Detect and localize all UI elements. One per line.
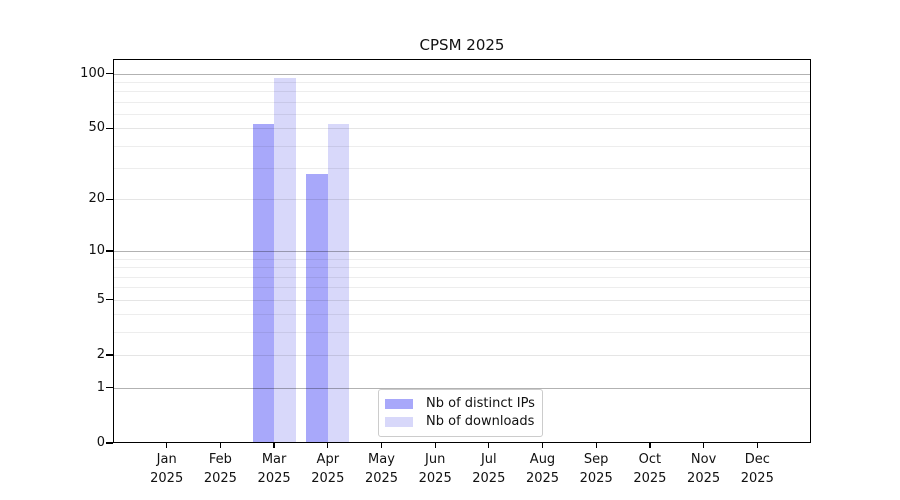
gridline [114, 145, 810, 147]
y-tick [106, 386, 113, 389]
x-tick-label-may: May 2025 [364, 452, 399, 486]
x-tick-label-jul: Jul 2025 [472, 452, 506, 486]
gridline [114, 114, 810, 115]
x-tick [702, 443, 705, 448]
x-tick [434, 443, 436, 448]
y-tick-label: 0 [96, 435, 105, 450]
y-tick [106, 298, 113, 301]
y-tick [106, 354, 113, 356]
x-tick-label-jan: Jan 2025 [150, 452, 184, 486]
gridline [114, 276, 810, 278]
gridline [114, 299, 810, 301]
y-tick-label: 100 [80, 65, 105, 81]
legend-label-distinct-ips: Nb of distinct IPs [426, 396, 535, 411]
gridline [114, 355, 810, 357]
x-tick [273, 443, 275, 448]
bar-nb-of-distinct-ips-apr-2025 [306, 173, 328, 443]
gridline [114, 82, 810, 83]
chart-title: CPSM 2025 [419, 36, 505, 54]
x-tick-label-sep: Sep 2025 [579, 452, 613, 486]
gridline [114, 314, 810, 316]
x-tick-label-nov: Nov 2025 [687, 452, 721, 486]
bar-nb-of-downloads-mar-2025 [274, 77, 296, 443]
x-tick [649, 443, 651, 448]
gridline [114, 251, 810, 253]
x-tick-label-jun: Jun 2025 [418, 452, 452, 486]
gridline [114, 258, 810, 260]
x-tick [327, 443, 329, 448]
x-tick [595, 443, 597, 448]
x-tick-label-mar: Mar 2025 [257, 452, 291, 486]
gridline [114, 101, 810, 103]
gridline [114, 168, 810, 170]
gridline [114, 387, 810, 389]
gridline [114, 73, 810, 75]
y-tick-label: 20 [88, 191, 105, 207]
x-tick [756, 443, 758, 448]
legend-item-distinct-ips: Nb of distinct IPs [385, 396, 535, 412]
y-tick-label: 5 [96, 291, 105, 307]
x-tick-label-oct: Oct 2025 [633, 452, 667, 486]
y-tick-label: 50 [88, 120, 105, 136]
x-tick [166, 443, 168, 448]
y-tick-label: 1 [96, 379, 105, 395]
x-tick [541, 443, 544, 448]
bar-nb-of-downloads-apr-2025 [327, 123, 350, 443]
legend: Nb of distinct IPs Nb of downloads [378, 389, 543, 437]
x-tick [219, 443, 222, 448]
x-tick-label-feb: Feb 2025 [203, 452, 237, 486]
x-tick [380, 443, 383, 448]
gridline [114, 332, 810, 334]
x-tick-label-aug: Aug 2025 [525, 452, 560, 486]
bar-nb-of-distinct-ips-mar-2025 [252, 123, 275, 443]
x-tick-label-dec: Dec 2025 [740, 452, 774, 486]
y-tick-label: 2 [96, 347, 105, 363]
y-tick [106, 73, 113, 75]
x-tick [488, 443, 490, 448]
gridline [114, 199, 810, 201]
x-tick-label-apr: Apr 2025 [311, 452, 345, 486]
gridline [114, 287, 810, 289]
y-tick [106, 442, 113, 444]
legend-item-downloads: Nb of downloads [385, 414, 534, 430]
gridline [114, 128, 810, 130]
y-tick [106, 127, 113, 130]
legend-swatch-distinct-ips [385, 399, 413, 409]
legend-label-downloads: Nb of downloads [426, 414, 535, 429]
legend-swatch-downloads [385, 417, 413, 427]
y-tick [106, 250, 113, 252]
y-tick-label: 10 [88, 243, 105, 259]
gridline [114, 267, 810, 269]
gridline [114, 91, 810, 93]
y-tick [106, 198, 113, 201]
